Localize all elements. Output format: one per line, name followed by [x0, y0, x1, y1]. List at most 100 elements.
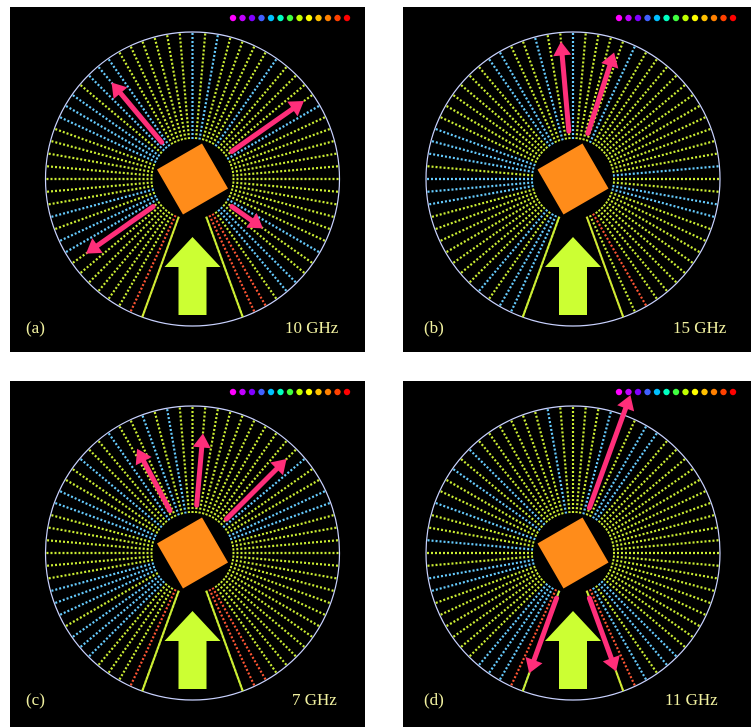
field-ray: [232, 181, 339, 193]
field-ray: [97, 208, 168, 292]
field-ray: [610, 191, 711, 230]
colorbar-dot: [267, 14, 275, 22]
scattered-arrow-head: [135, 448, 152, 466]
field-ray: [46, 555, 153, 567]
field-ray: [608, 116, 706, 164]
field-ray: [440, 116, 538, 164]
field-ray: [230, 188, 334, 218]
field-ray: [478, 440, 549, 524]
field-ray: [600, 448, 678, 526]
field-ray: [141, 41, 180, 142]
field-ray: [214, 58, 278, 147]
field-ray: [546, 35, 568, 140]
field-ray: [231, 152, 337, 174]
colorbar-dot: [229, 388, 237, 396]
colorbar-dot: [296, 14, 303, 22]
field-ray: [79, 577, 163, 648]
field-ray: [440, 568, 538, 616]
field-ray: [429, 184, 534, 206]
field-ray: [588, 588, 636, 686]
field-ray: [166, 409, 187, 514]
field-ray: [228, 490, 326, 538]
field-ray: [452, 575, 541, 638]
field-ray: [610, 128, 711, 167]
field-ray: [611, 562, 715, 592]
field-ray: [198, 35, 219, 140]
scatterer-square: [156, 143, 229, 215]
panel-label-a: (a): [26, 318, 45, 337]
frequency-label-b: 15 GHz: [673, 318, 727, 337]
colorbar-dot: [296, 388, 303, 396]
field-ray: [431, 562, 535, 592]
colorbar: [615, 388, 737, 396]
colorbar-dot: [248, 388, 256, 396]
field-ray: [595, 58, 658, 147]
scatterer-square: [537, 517, 609, 589]
colorbar-dot: [653, 14, 661, 22]
colorbar-dot: [324, 388, 332, 396]
colorbar-dot: [258, 388, 265, 396]
field-ray: [605, 201, 694, 264]
field-ray: [446, 572, 539, 627]
scattered-arrow-head: [525, 657, 543, 674]
field-ray: [575, 33, 587, 140]
colorbar-dot: [672, 14, 680, 22]
field-ray: [205, 415, 244, 516]
field-ray: [51, 188, 155, 218]
field-ray: [597, 440, 668, 524]
field-ray: [610, 565, 711, 604]
field-ray: [232, 555, 339, 567]
frequency-label-c: 7 GHz: [292, 690, 337, 709]
field-ray: [468, 448, 546, 526]
field-ray: [54, 565, 156, 604]
field-ray: [226, 198, 320, 253]
scattered-arrow: [525, 595, 560, 674]
field-ray: [499, 52, 554, 145]
field-ray: [229, 502, 331, 541]
frequency-label-d: 11 GHz: [665, 690, 718, 709]
field-ray: [605, 94, 694, 157]
field-ray: [211, 52, 267, 145]
field-ray: [597, 582, 668, 666]
field-ray: [600, 206, 678, 284]
field-rays: [427, 407, 719, 691]
colorbar-dot: [644, 388, 651, 396]
field-ray: [510, 420, 558, 518]
field-ray: [499, 426, 554, 519]
colorbar-dot: [343, 388, 351, 396]
frequency-label-a: 10 GHz: [285, 318, 339, 337]
scatterer-square: [537, 143, 609, 215]
field-ray: [588, 214, 636, 312]
field-ray: [578, 409, 600, 514]
field-ray: [229, 565, 331, 604]
field-ray: [72, 468, 161, 531]
field-ray: [612, 184, 717, 206]
field-ray: [446, 198, 539, 253]
field-ray: [478, 208, 549, 292]
field-ray: [129, 214, 177, 312]
field-ray: [427, 539, 534, 551]
colorbar-dot: [286, 388, 294, 396]
scattered-arrow: [586, 595, 620, 672]
scattered-arrow-shaft: [586, 595, 614, 661]
colorbar-dot: [315, 388, 322, 396]
colorbar-dot: [277, 14, 284, 22]
field-ray: [222, 84, 306, 155]
colorbar-dot: [663, 388, 670, 396]
colorbar-dot: [682, 14, 689, 22]
diagram-d: [425, 388, 737, 701]
field-ray: [478, 582, 549, 666]
field-ray: [610, 502, 711, 541]
colorbar-dot: [653, 388, 661, 396]
field-ray: [88, 448, 165, 526]
field-ray: [222, 458, 306, 529]
field-ray: [65, 479, 159, 534]
field-rays: [46, 407, 339, 691]
diagram-c: [44, 388, 351, 701]
field-ray: [79, 458, 163, 529]
field-ray: [214, 211, 278, 300]
field-ray: [600, 74, 678, 152]
field-ray: [607, 105, 700, 160]
field-ray: [208, 420, 256, 518]
field-ray: [446, 479, 539, 534]
